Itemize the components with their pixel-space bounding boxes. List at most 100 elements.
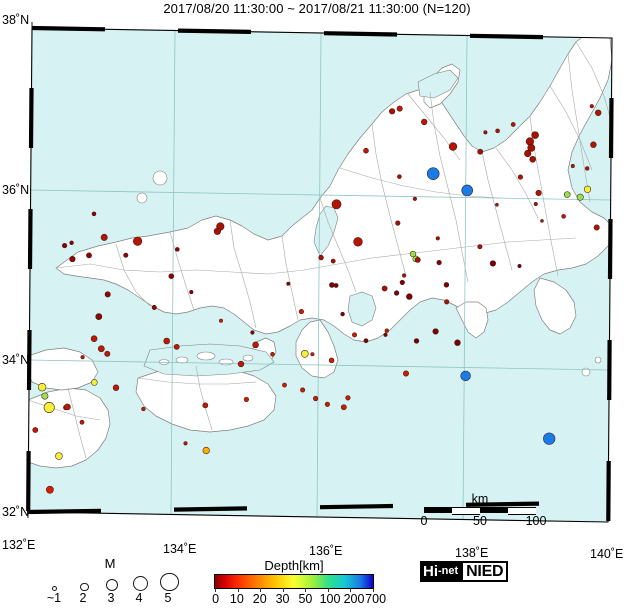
epicenter-marker[interactable] [81,355,85,359]
epicenter-marker[interactable] [329,358,334,363]
epicenter-marker[interactable] [403,371,408,376]
epicenter-marker[interactable] [334,283,338,287]
epicenter-marker[interactable] [329,283,334,288]
epicenter-marker[interactable] [571,164,574,167]
epicenter-marker[interactable] [584,186,591,193]
epicenter-marker[interactable] [44,402,54,412]
epicenter-marker[interactable] [396,221,401,226]
epicenter-marker[interactable] [299,309,304,314]
epicenter-marker[interactable] [55,453,62,460]
epicenter-marker[interactable] [203,403,208,408]
epicenter-marker[interactable] [402,274,406,278]
epicenter-marker[interactable] [397,106,402,111]
epicenter-marker[interactable] [427,168,439,180]
epicenter-marker[interactable] [219,319,222,322]
epicenter-marker[interactable] [410,251,416,257]
epicenter-marker[interactable] [462,185,473,196]
epicenter-marker[interactable] [238,361,244,367]
epicenter-marker[interactable] [400,280,405,285]
epicenter-marker[interactable] [449,143,457,151]
epicenter-marker[interactable] [518,175,523,180]
epicenter-marker[interactable] [91,379,97,385]
epicenter-marker[interactable] [397,175,401,179]
epicenter-marker[interactable] [287,282,290,285]
epicenter-marker[interactable] [414,339,419,344]
epicenter-marker[interactable] [319,255,324,260]
epicenter-marker[interactable] [33,427,38,432]
epicenter-marker[interactable] [282,383,286,387]
epicenter-marker[interactable] [385,329,389,333]
epicenter-marker[interactable] [484,131,487,134]
epicenter-marker[interactable] [313,396,318,401]
epicenter-marker[interactable] [511,122,515,126]
epicenter-marker[interactable] [184,442,188,446]
epicenter-marker[interactable] [311,353,314,356]
epicenter-marker[interactable] [591,142,597,148]
epicenter-marker[interactable] [455,340,461,346]
epicenter-marker[interactable] [577,194,583,200]
epicenter-marker[interactable] [585,167,589,171]
epicenter-marker[interactable] [490,261,496,267]
epicenter-marker[interactable] [384,333,388,337]
epicenter-marker[interactable] [478,245,482,249]
epicenter-marker[interactable] [352,333,356,337]
epicenter-marker[interactable] [590,104,594,108]
epicenter-marker[interactable] [536,190,542,196]
epicenter-marker[interactable] [444,282,449,287]
epicenter-marker[interactable] [495,203,498,206]
epicenter-marker[interactable] [526,138,534,146]
epicenter-marker[interactable] [42,393,48,399]
epicenter-marker[interactable] [253,342,259,348]
epicenter-marker[interactable] [389,109,395,115]
epicenter-marker[interactable] [105,351,110,356]
epicenter-marker[interactable] [524,150,531,157]
epicenter-marker[interactable] [86,253,91,258]
epicenter-marker[interactable] [70,241,74,245]
epicenter-marker[interactable] [562,214,566,218]
epicenter-marker[interactable] [175,247,179,251]
epicenter-marker[interactable] [113,385,119,391]
seismicity-map[interactable] [20,20,620,532]
epicenter-marker[interactable] [152,305,156,309]
epicenter-marker[interactable] [133,237,142,246]
epicenter-marker[interactable] [534,202,537,205]
epicenter-marker[interactable] [346,396,351,401]
epicenter-marker[interactable] [541,219,544,222]
epicenter-marker[interactable] [461,371,471,381]
map-canvas[interactable] [20,20,620,532]
epicenter-marker[interactable] [436,237,440,241]
epicenter-marker[interactable] [46,486,53,493]
epicenter-marker[interactable] [251,331,255,335]
epicenter-marker[interactable] [174,344,179,349]
epicenter-marker[interactable] [518,264,521,267]
epicenter-marker[interactable] [382,286,387,291]
epicenter-marker[interactable] [214,228,221,235]
epicenter-marker[interactable] [364,148,369,153]
epicenter-marker[interactable] [92,212,96,216]
epicenter-marker[interactable] [478,149,483,154]
epicenter-marker[interactable] [325,402,330,407]
epicenter-marker[interactable] [433,329,439,335]
epicenter-marker[interactable] [341,312,345,316]
epicenter-marker[interactable] [164,338,170,344]
epicenter-marker[interactable] [301,350,308,357]
epicenter-marker[interactable] [91,336,97,342]
epicenter-marker[interactable] [142,407,146,411]
epicenter-marker[interactable] [530,156,536,162]
epicenter-marker[interactable] [543,433,555,445]
epicenter-marker[interactable] [300,388,304,392]
epicenter-marker[interactable] [331,259,335,263]
epicenter-marker[interactable] [415,257,420,262]
epicenter-marker[interactable] [421,119,427,125]
epicenter-marker[interactable] [354,237,363,246]
epicenter-marker[interactable] [38,383,46,391]
epicenter-marker[interactable] [105,292,110,297]
epicenter-marker[interactable] [332,200,341,209]
epicenter-marker[interactable] [203,447,210,454]
epicenter-marker[interactable] [62,243,67,248]
epicenter-marker[interactable] [444,300,449,305]
epicenter-marker[interactable] [70,256,76,262]
epicenter-marker[interactable] [595,110,601,116]
epicenter-marker[interactable] [594,225,599,230]
epicenter-marker[interactable] [364,339,368,343]
